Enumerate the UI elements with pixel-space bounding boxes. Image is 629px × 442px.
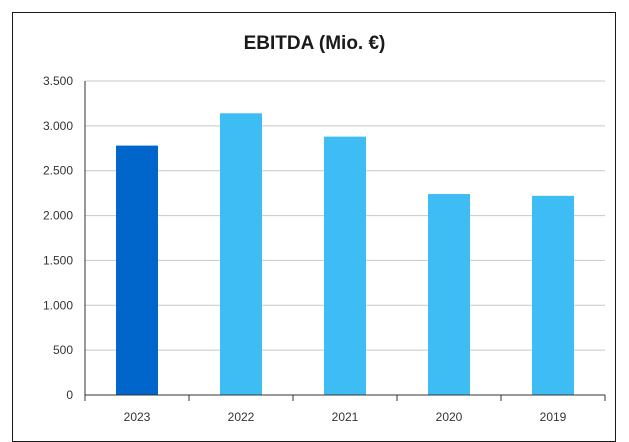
x-tick-label: 2020 [436,410,463,424]
bar-2020 [428,194,470,395]
x-tick-label: 2019 [540,410,567,424]
y-tick-label: 1.500 [43,253,73,267]
chart-title: EBITDA (Mio. €) [243,33,386,54]
x-axis-ticks: 2023 2022 2021 2020 2019 [124,395,606,424]
y-tick-label: 0 [66,388,73,402]
y-axis-ticks: 0 500 1.000 1.500 2.000 2.500 3.000 3.500 [43,74,73,402]
bar-2021 [324,136,366,395]
x-tick-label: 2022 [228,410,255,424]
y-tick-label: 3.500 [43,74,73,88]
bar-2023 [116,145,158,395]
y-tick-label: 1.000 [43,298,73,312]
x-tick-label: 2021 [332,410,359,424]
bar-2019 [532,195,574,395]
x-tick-label: 2023 [124,410,151,424]
axes [84,81,605,401]
y-tick-label: 2.500 [43,164,73,178]
y-tick-label: 500 [53,343,73,357]
bars [116,113,574,395]
y-tick-label: 3.000 [43,119,73,133]
bar-2022 [220,113,262,395]
y-tick-label: 2.000 [43,209,73,223]
chart-frame [12,12,616,442]
